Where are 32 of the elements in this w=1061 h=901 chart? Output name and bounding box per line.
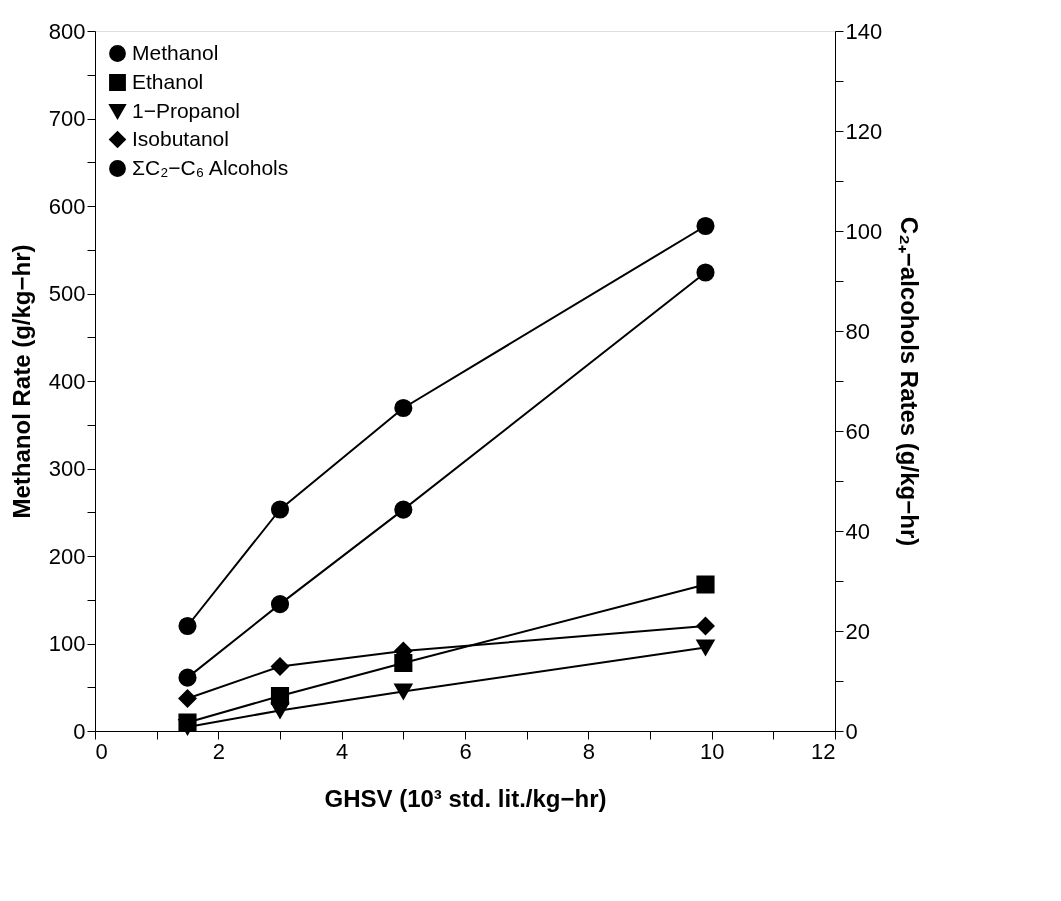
y-tick-label: 200 [48,543,86,569]
legend-label: ΣC₂−C₆ Alcohols [132,155,289,179]
x-tick-label: 0 [95,738,108,764]
y-tick-label: 300 [48,456,86,481]
y2-axis-title: C₂₊−alcohols Rates (g/kg−hr) [896,216,924,547]
y-axis-title: Methanol Rate (g/kg−hr) [7,244,35,519]
y2-tick-label: 100 [845,218,883,244]
y2-tick-label: 0 [845,718,858,744]
x-tick-label: 6 [459,738,472,764]
legend-label: 1−Propanol [132,98,241,122]
y-tick-label: 600 [48,193,86,219]
y2-tick-label: 40 [845,518,870,544]
y-tick-label: 0 [73,718,86,744]
x-tick-label: 4 [336,738,349,764]
legend-label: Ethanol [132,69,204,93]
y2-tick-label: 120 [845,118,883,144]
x-tick-label: 8 [582,738,595,764]
y-tick-label: 800 [48,18,86,44]
legend-label: Isobutanol [132,126,229,150]
x-tick-label: 10 [699,738,725,764]
x-tick-label: 2 [212,738,225,764]
legend-label: Methanol [132,40,219,64]
x-tick-label: 12 [811,738,836,764]
y2-tick-label: 60 [845,418,870,444]
y-tick-label: 700 [48,106,86,131]
y-tick-label: 400 [48,368,86,394]
y2-tick-label: 80 [845,318,870,344]
y2-tick-label: 20 [845,618,870,644]
y2-tick-label: 140 [845,18,883,44]
x-axis-title: GHSV (10³ std. lit./kg−hr) [324,784,607,812]
y-tick-label: 500 [48,281,86,306]
y-tick-label: 100 [48,631,86,656]
